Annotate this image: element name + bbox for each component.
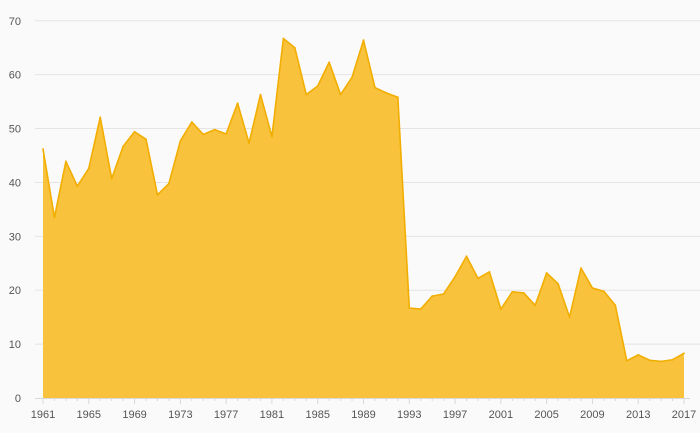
x-axis: 1961 1965 1969 1973 1977 1981 1985 1989 1993 1997… — [31, 398, 696, 421]
data-point — [87, 167, 90, 170]
data-point — [110, 177, 113, 180]
x-tick-label: 1973 — [168, 409, 192, 421]
data-point — [477, 277, 479, 280]
data-point — [145, 138, 147, 141]
data-point — [431, 295, 434, 298]
data-point — [442, 293, 445, 295]
data-point — [225, 133, 228, 135]
x-tick-label: 1993 — [397, 409, 421, 421]
y-tick-label: 30 — [9, 231, 21, 243]
data-point — [328, 61, 331, 64]
data-point — [316, 85, 319, 87]
x-tick-label: 2009 — [580, 409, 604, 421]
data-point — [660, 360, 663, 363]
x-tick-label: 2005 — [534, 409, 558, 421]
data-point — [625, 359, 628, 362]
series-group — [42, 37, 685, 399]
y-tick-label: 40 — [9, 177, 21, 189]
data-point — [133, 130, 136, 133]
data-point — [557, 282, 559, 285]
data-point — [271, 135, 273, 138]
x-tick-label: 2001 — [489, 409, 513, 421]
data-point — [396, 96, 399, 99]
data-point — [168, 182, 170, 185]
data-point — [591, 287, 594, 289]
data-point — [53, 216, 56, 219]
x-tick-label: 1985 — [305, 409, 329, 421]
data-point — [42, 148, 44, 150]
data-point — [499, 308, 502, 310]
x-tick-label: 1989 — [351, 409, 375, 421]
x-tick-label: 1965 — [77, 409, 101, 421]
x-tick-label: 1969 — [122, 409, 146, 421]
data-point — [614, 304, 617, 307]
data-point — [534, 304, 537, 307]
x-tick-label: 2017 — [672, 409, 696, 421]
data-point — [99, 116, 102, 119]
data-point — [248, 142, 250, 145]
data-point — [362, 39, 365, 42]
data-point — [419, 308, 422, 310]
data-point — [190, 121, 193, 123]
data-point — [213, 128, 216, 131]
data-point — [236, 102, 239, 105]
data-point — [671, 358, 674, 361]
data-point — [465, 255, 468, 258]
y-axis: 0 10 20 30 40 50 60 70 — [9, 16, 21, 405]
y-tick-label: 0 — [15, 393, 21, 405]
data-point — [259, 93, 262, 96]
x-tick-label: 2013 — [626, 409, 650, 421]
x-tick-label: 1977 — [214, 409, 238, 421]
data-point — [683, 352, 685, 355]
y-tick-label: 70 — [9, 16, 21, 28]
y-tick-label: 10 — [9, 339, 21, 351]
y-tick-label: 50 — [9, 124, 21, 136]
y-tick-label: 20 — [9, 285, 21, 297]
data-point — [156, 193, 159, 196]
data-point — [511, 290, 514, 293]
data-point — [76, 185, 79, 188]
data-point — [522, 292, 525, 294]
data-point — [202, 133, 205, 136]
data-point — [602, 290, 605, 293]
data-point — [488, 271, 491, 273]
data-point — [305, 93, 308, 96]
y-tick-label: 60 — [9, 70, 21, 82]
data-point — [374, 86, 376, 89]
x-tick-label: 1961 — [31, 409, 55, 421]
data-point — [179, 140, 182, 142]
x-tick-label: 1997 — [443, 409, 467, 421]
data-point — [408, 307, 411, 309]
data-point — [293, 46, 296, 49]
data-point — [351, 76, 353, 79]
data-point — [580, 267, 582, 270]
series-area — [43, 38, 684, 399]
data-point — [282, 37, 285, 40]
data-point — [122, 145, 125, 148]
data-point — [568, 316, 571, 319]
x-tick-label: 1981 — [260, 409, 284, 421]
data-point — [454, 275, 456, 278]
data-point — [385, 92, 388, 94]
data-point — [637, 353, 640, 356]
data-point — [545, 272, 548, 274]
data-point — [64, 160, 67, 163]
data-point — [339, 93, 342, 96]
data-point — [648, 359, 651, 362]
